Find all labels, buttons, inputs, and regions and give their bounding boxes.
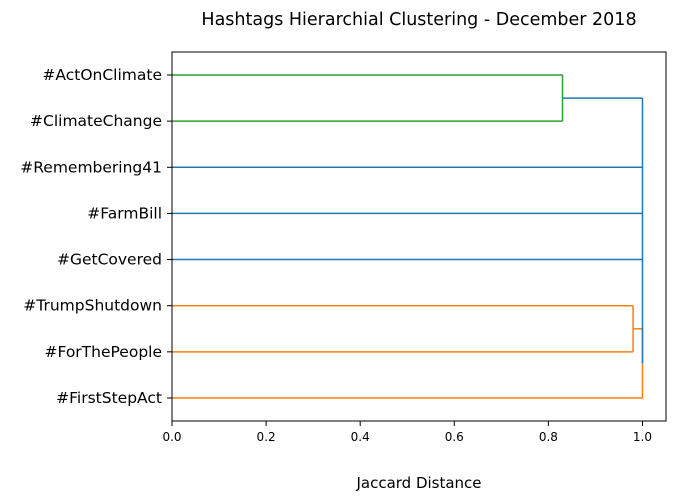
x-axis-label: Jaccard Distance [355, 474, 481, 492]
leaf-label: #ForThePeople [44, 343, 162, 361]
dendrogram-links [172, 74, 644, 399]
chart-title: Hashtags Hierarchial Clustering - Decemb… [201, 10, 636, 30]
x-tick-label: 0.8 [539, 430, 558, 444]
leaf-label: #Remembering41 [20, 158, 162, 176]
x-tick-label: 0.0 [162, 430, 181, 444]
x-tick-label: 0.6 [445, 430, 464, 444]
leaf-label: #ClimateChange [30, 112, 162, 130]
plot-frame [171, 51, 667, 422]
leaf-label: #FirstStepAct [56, 389, 162, 407]
x-axis-ticks: 0.0 0.2 0.4 0.6 0.8 1.0 [162, 421, 652, 444]
x-tick-label: 0.4 [351, 430, 370, 444]
leaf-label: #GetCovered [57, 251, 162, 269]
leaf-label: #FarmBill [87, 204, 162, 222]
leaf-labels: #ActOnClimate #ClimateChange #Remembering4… [20, 66, 172, 407]
x-tick-label: 0.2 [257, 430, 276, 444]
x-tick-label: 1.0 [633, 430, 652, 444]
leaf-label: #TrumpShutdown [23, 297, 162, 315]
leaf-label: #ActOnClimate [42, 66, 162, 84]
